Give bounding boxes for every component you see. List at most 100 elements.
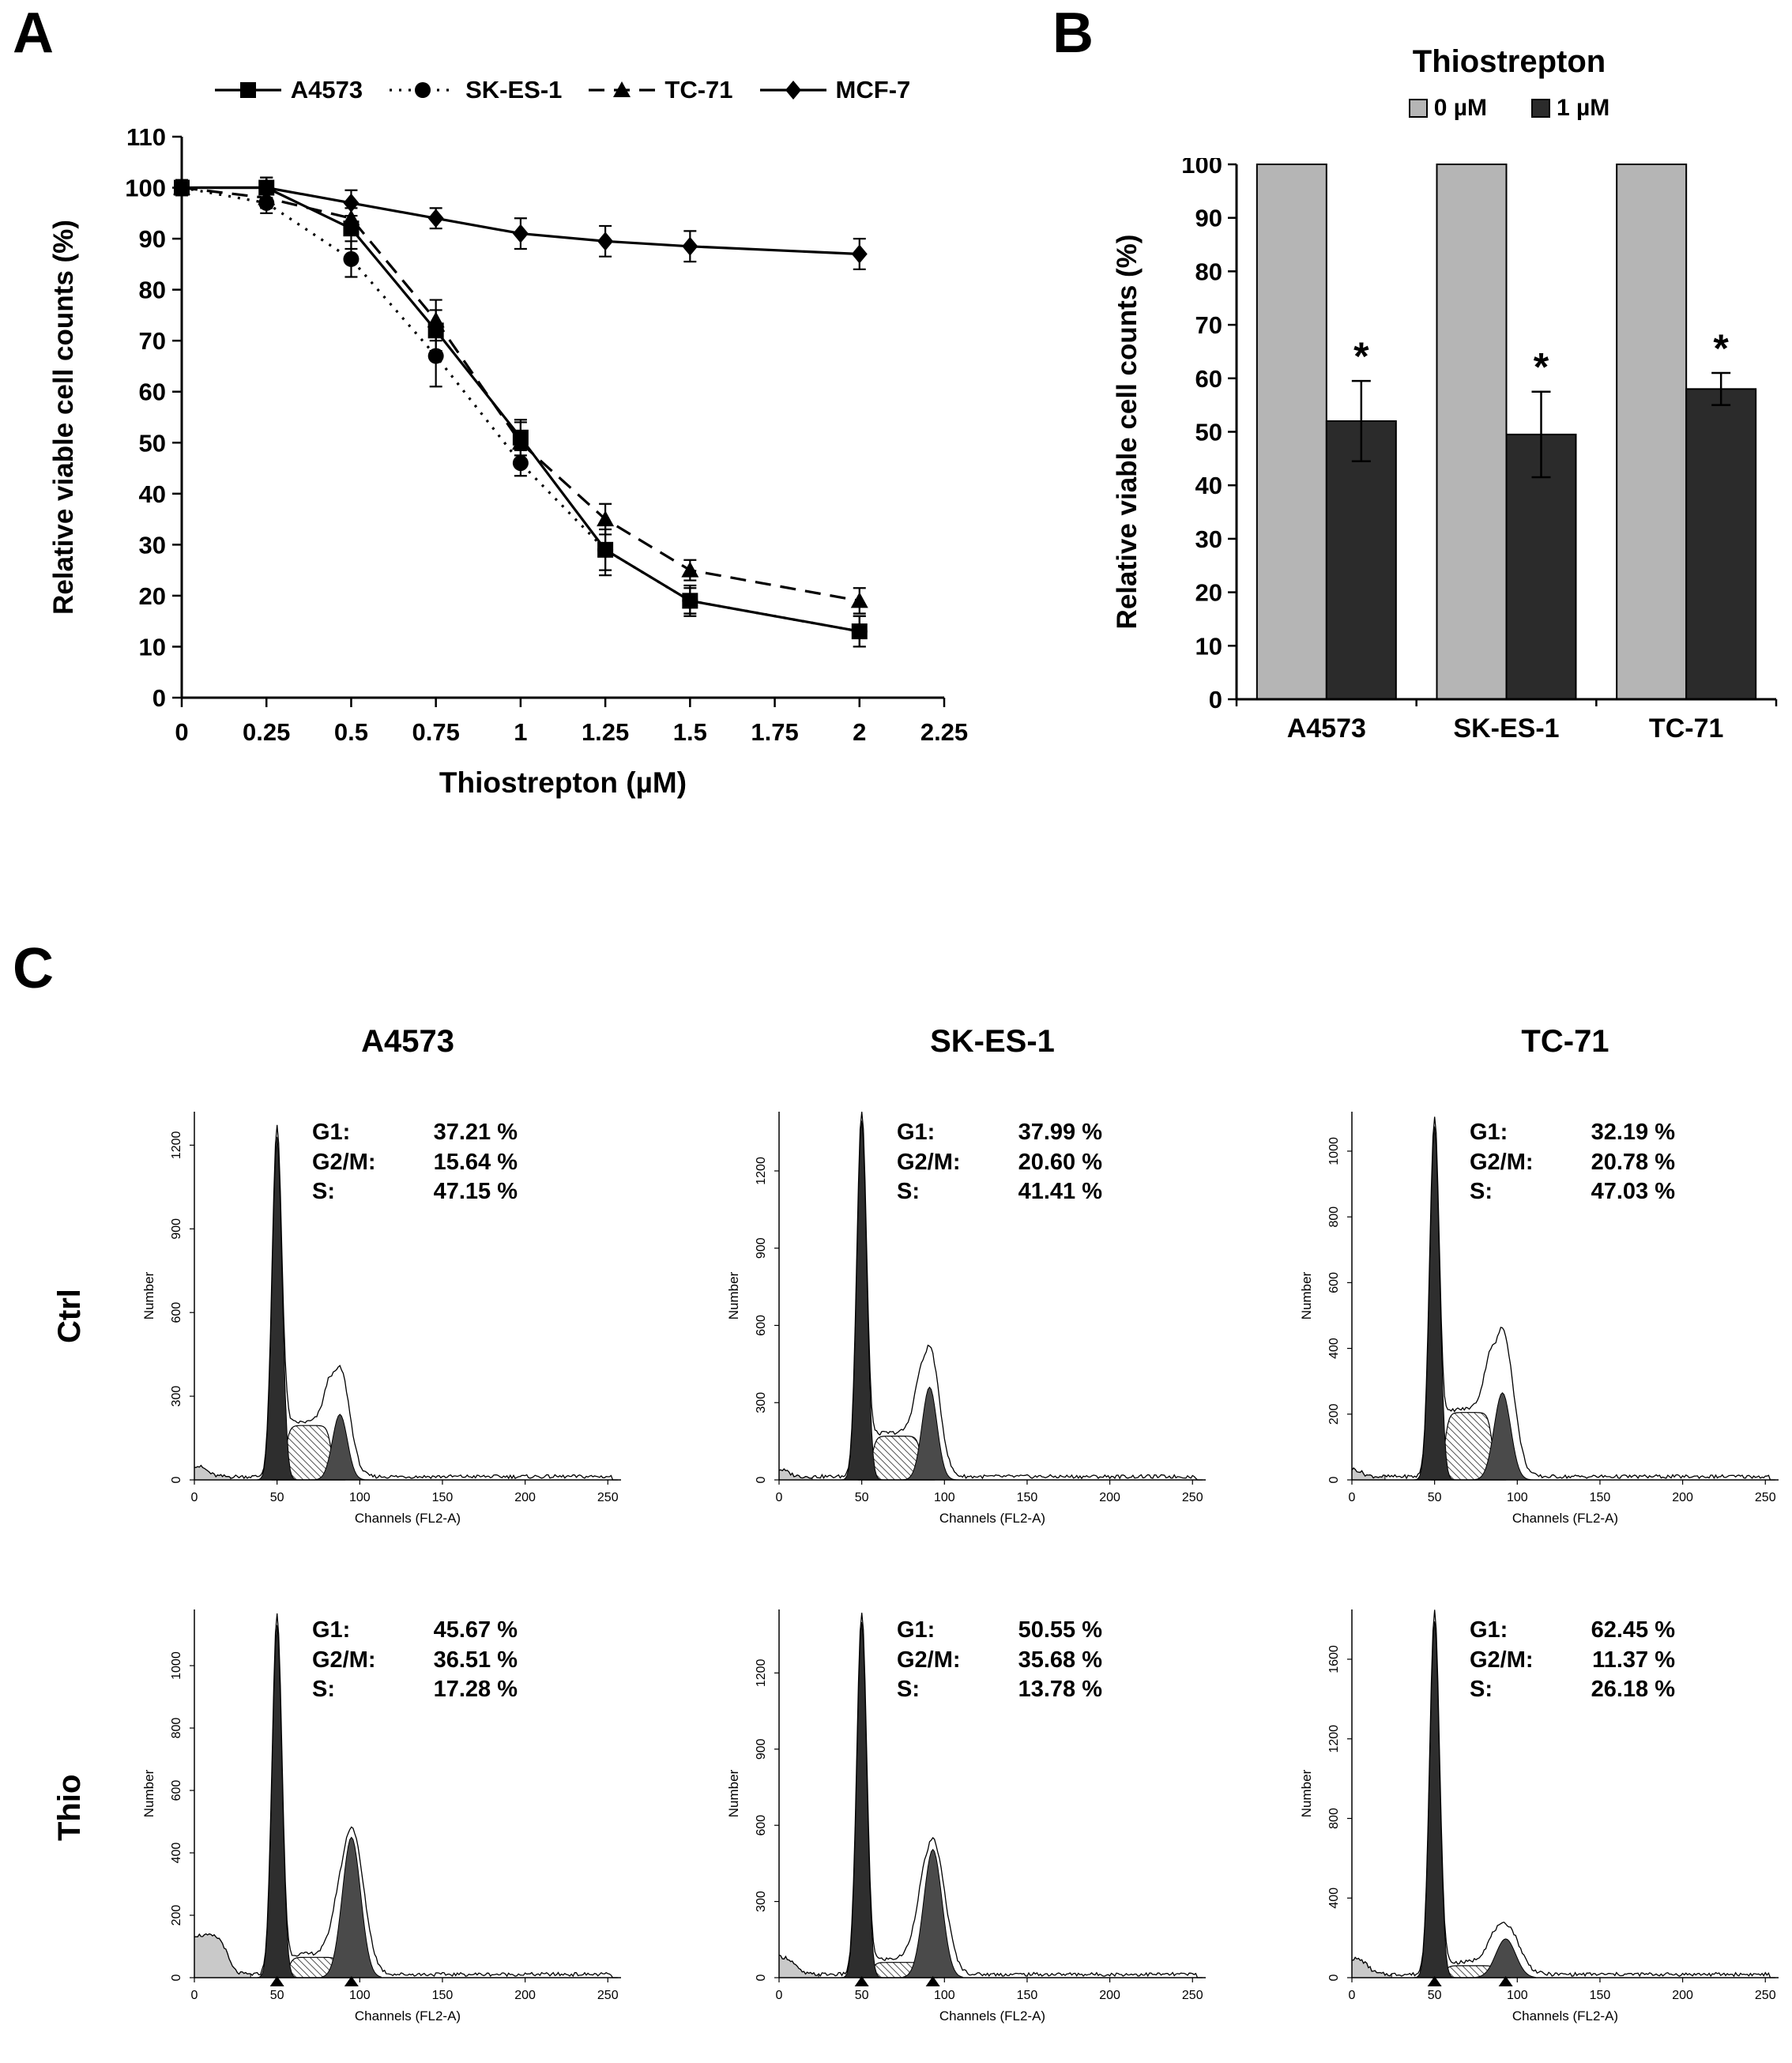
significance-asterisk: * — [1534, 345, 1549, 390]
y-tick-label: 10 — [139, 633, 166, 661]
diamond-marker-icon — [174, 178, 190, 198]
triangle-marker-icon — [681, 561, 699, 578]
peak-position-marker-icon — [344, 1976, 359, 1986]
y-axis-label: Relative viable cell counts (%) — [1112, 235, 1143, 630]
flow-plot-root: 0 50 100 150 200 250 0 300 600 900 1200 Channels (F… — [726, 1609, 1206, 2023]
s-value: 13.78 % — [1018, 1677, 1102, 1703]
y-tick-label: 400 — [1327, 1888, 1341, 1909]
g2m-peak — [310, 1414, 370, 1481]
raw-histogram-outline — [1351, 1116, 1775, 1481]
cell-cycle-stats: G1: 37.99 % G2/M: 20.60 % S: 41.41 % — [897, 1118, 1102, 1207]
s-value: 47.15 % — [433, 1179, 518, 1205]
g2m-label: G2/M: — [1470, 1149, 1534, 1175]
y-tick-label: 1000 — [1327, 1137, 1341, 1165]
g1-label: G1: — [312, 1617, 351, 1643]
x-tick-label: 0 — [191, 1491, 198, 1504]
y-tick-label: 200 — [170, 1905, 183, 1926]
y-tick-label: 0 — [1327, 1974, 1341, 1981]
x-tick-label: 50 — [1428, 1989, 1442, 2002]
y-tick-label: 20 — [139, 582, 166, 610]
legend-label: MCF-7 — [835, 76, 911, 104]
y-tick-label: 1200 — [1327, 1725, 1341, 1753]
flow-plot-root: 0 50 100 150 200 250 0 300 600 900 1200 Channels (F… — [726, 1111, 1206, 1526]
flow-plot-tc71-ctrl: 0 50 100 150 200 250 0 200 400 600 800 1000 Channels… — [1284, 1102, 1790, 1529]
x-tick-label: 50 — [270, 1989, 284, 2002]
flow-plot-root: 0 50 100 150 200 250 0 300 600 900 1200 Channels (F… — [141, 1112, 621, 1526]
flow-plot-skes1-thio: 0 50 100 150 200 250 0 300 600 900 1200 Channels (F… — [711, 1600, 1217, 2027]
peak-position-marker-icon — [1427, 1976, 1442, 1986]
x-tick-label: 0 — [1349, 1491, 1356, 1504]
y-tick-label: 1200 — [170, 1131, 183, 1159]
significance-asterisk: * — [1713, 326, 1729, 371]
flow-histogram-skes1-thio: 0 50 100 150 200 250 0 300 600 900 1200 Channels (F… — [726, 1609, 1206, 2023]
g1-peak — [255, 1136, 299, 1481]
raw-histogram-outline — [1351, 1609, 1775, 1978]
x-axis-label: Channels (FL2-A) — [939, 1511, 1045, 1526]
x-tick-label: 2.25 — [920, 718, 968, 746]
panel-b-label: B — [1052, 2, 1094, 65]
diamond-marker-icon — [597, 232, 614, 251]
cell-cycle-stats: G1: 50.55 % G2/M: 35.68 % S: 13.78 % — [897, 1616, 1102, 1705]
cell-cycle-stats: G1: 37.21 % G2/M: 15.64 % S: 47.15 % — [312, 1118, 518, 1207]
flow-histogram-a4573-ctrl: 0 50 100 150 200 250 0 300 600 900 1200 Channels (F… — [141, 1112, 621, 1526]
viability-bar-chart: * A4573 * SK-ES-1 * TC-71 0 10 20 30 40 50 60 70 80 90 1… — [1112, 158, 1778, 744]
x-tick-label: 50 — [270, 1491, 284, 1504]
bar-SK-ES-1-1 µM — [1505, 433, 1577, 700]
legend-label: SK-ES-1 — [465, 76, 563, 104]
g1-value: 37.21 % — [433, 1120, 518, 1145]
y-tick-label: 600 — [755, 1815, 768, 1836]
x-tick-label: 150 — [1590, 1989, 1611, 2002]
x-tick-label: 250 — [597, 1491, 619, 1504]
y-axis-label: Relative viable cell counts (%) — [48, 220, 79, 615]
legend-item-0 µM: 0 µM — [1408, 95, 1487, 122]
x-tick-label: 250 — [1755, 1989, 1776, 2002]
flow-column-header-a4573: A4573 — [361, 1024, 454, 1059]
y-tick-label: 80 — [139, 277, 166, 304]
flow-plot-skes1-ctrl: 0 50 100 150 200 250 0 300 600 900 1200 Channels (F… — [711, 1102, 1217, 1529]
x-tick-label: 250 — [597, 1989, 619, 2002]
g2m-label: G2/M: — [897, 1149, 961, 1175]
diamond-marker-icon — [427, 209, 444, 228]
s-label: S: — [1470, 1179, 1493, 1205]
y-tick-label: 0 — [755, 1974, 768, 1981]
x-tick-label: 0.5 — [334, 718, 368, 746]
g1-label: G1: — [1470, 1120, 1508, 1145]
x-tick-label: 100 — [1507, 1491, 1528, 1504]
y-axis-label: Number — [141, 1769, 156, 1817]
significance-asterisk: * — [1353, 334, 1369, 378]
s-label: S: — [897, 1179, 920, 1205]
x-tick-label: 200 — [514, 1989, 536, 2002]
triangle-marker-icon — [427, 311, 445, 328]
g1-peak — [1413, 1126, 1456, 1481]
square-legend-swatch — [214, 82, 281, 98]
y-tick-label: 0 — [1327, 1476, 1341, 1483]
x-tick-label: 1 — [514, 718, 527, 746]
x-axis-label: Channels (FL2-A) — [939, 2008, 1045, 2023]
x-tick-label: 100 — [349, 1989, 371, 2002]
raw-histogram-outline — [778, 1613, 1203, 1978]
g1-value: 32.19 % — [1591, 1120, 1675, 1145]
s-value: 17.28 % — [433, 1677, 518, 1703]
x-tick-label: 200 — [1099, 1491, 1120, 1504]
y-tick-label: 100 — [1181, 158, 1222, 179]
legend-label: TC-71 — [664, 76, 733, 104]
diamond-legend-swatch — [759, 81, 826, 100]
x-tick-label: 250 — [1182, 1989, 1203, 2002]
g1-label: G1: — [312, 1120, 351, 1145]
y-axis-label: Number — [726, 1271, 741, 1319]
y-axis-label: Number — [726, 1769, 741, 1817]
g2m-value: 11.37 % — [1592, 1647, 1675, 1673]
series-line — [181, 186, 860, 633]
y-tick-label: 40 — [139, 480, 166, 508]
legend-item-A4573: A4573 — [212, 76, 363, 104]
x-tick-label: 2 — [853, 718, 866, 746]
g1-peak — [840, 1622, 883, 1978]
series-line — [181, 186, 860, 256]
series-line — [181, 186, 860, 633]
triangle-marker-icon — [850, 592, 868, 608]
series-line — [181, 186, 860, 602]
peak-position-marker-icon — [925, 1976, 940, 1986]
y-tick-label: 1200 — [755, 1157, 768, 1185]
peak-position-marker-icon — [854, 1976, 869, 1986]
diamond-marker-icon — [785, 81, 801, 100]
